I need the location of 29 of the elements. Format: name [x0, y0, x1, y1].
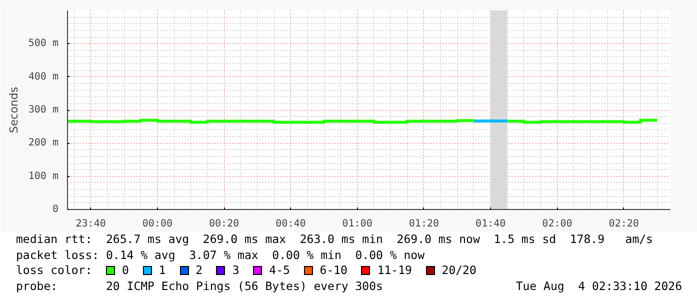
y-tick-label: 400 m [28, 71, 59, 82]
legend-label: 4-5 [269, 263, 290, 277]
x-tick-label: 01:00 [342, 218, 372, 230]
x-tick-label: 01:40 [476, 218, 506, 230]
x-tick-label: 02:00 [542, 218, 572, 230]
x-tick-label: 00:40 [276, 218, 306, 230]
legend-label: 3 [232, 263, 240, 277]
legend-label: 6-10 [320, 263, 348, 277]
legend-label: 20/20 [442, 263, 476, 277]
y-tick-label: 300 m [28, 104, 59, 116]
y-axis-title: Seconds [7, 86, 20, 134]
legend-label: 0 [122, 263, 129, 277]
text: median rtt: 265.7 ms avg 269.0 ms max 263.0 ms min 269.0 ms now 1.5 ms sd 178.9 am/s [16, 232, 653, 246]
y-tick-label: 500 m [28, 38, 59, 50]
x-tick-label: 23:40 [76, 218, 106, 230]
x-tick-label: 01:20 [408, 218, 440, 230]
y-tick-label: 200 m [28, 138, 59, 149]
text: packet loss: 0.14 % avg 3.07 % max 0.00 % min 0.00 % now [16, 248, 424, 262]
x-tick-label: 02:20 [608, 218, 639, 230]
text: Tue Aug 4 02:33:10 2026 [516, 278, 682, 294]
legend-title: loss color: [16, 263, 92, 277]
y-tick-label: 100 m [28, 170, 59, 182]
text: probe: 20 ICMP Echo Pings (56 Bytes) every 300s [16, 278, 383, 294]
x-tick-label: 00:20 [209, 218, 240, 230]
legend-label: 11-19 [377, 263, 412, 277]
y-tick-label: 0 [52, 204, 59, 215]
legend-label: 2 [196, 263, 203, 277]
legend-label: 1 [158, 263, 166, 277]
x-tick-label: 00:00 [142, 218, 173, 230]
